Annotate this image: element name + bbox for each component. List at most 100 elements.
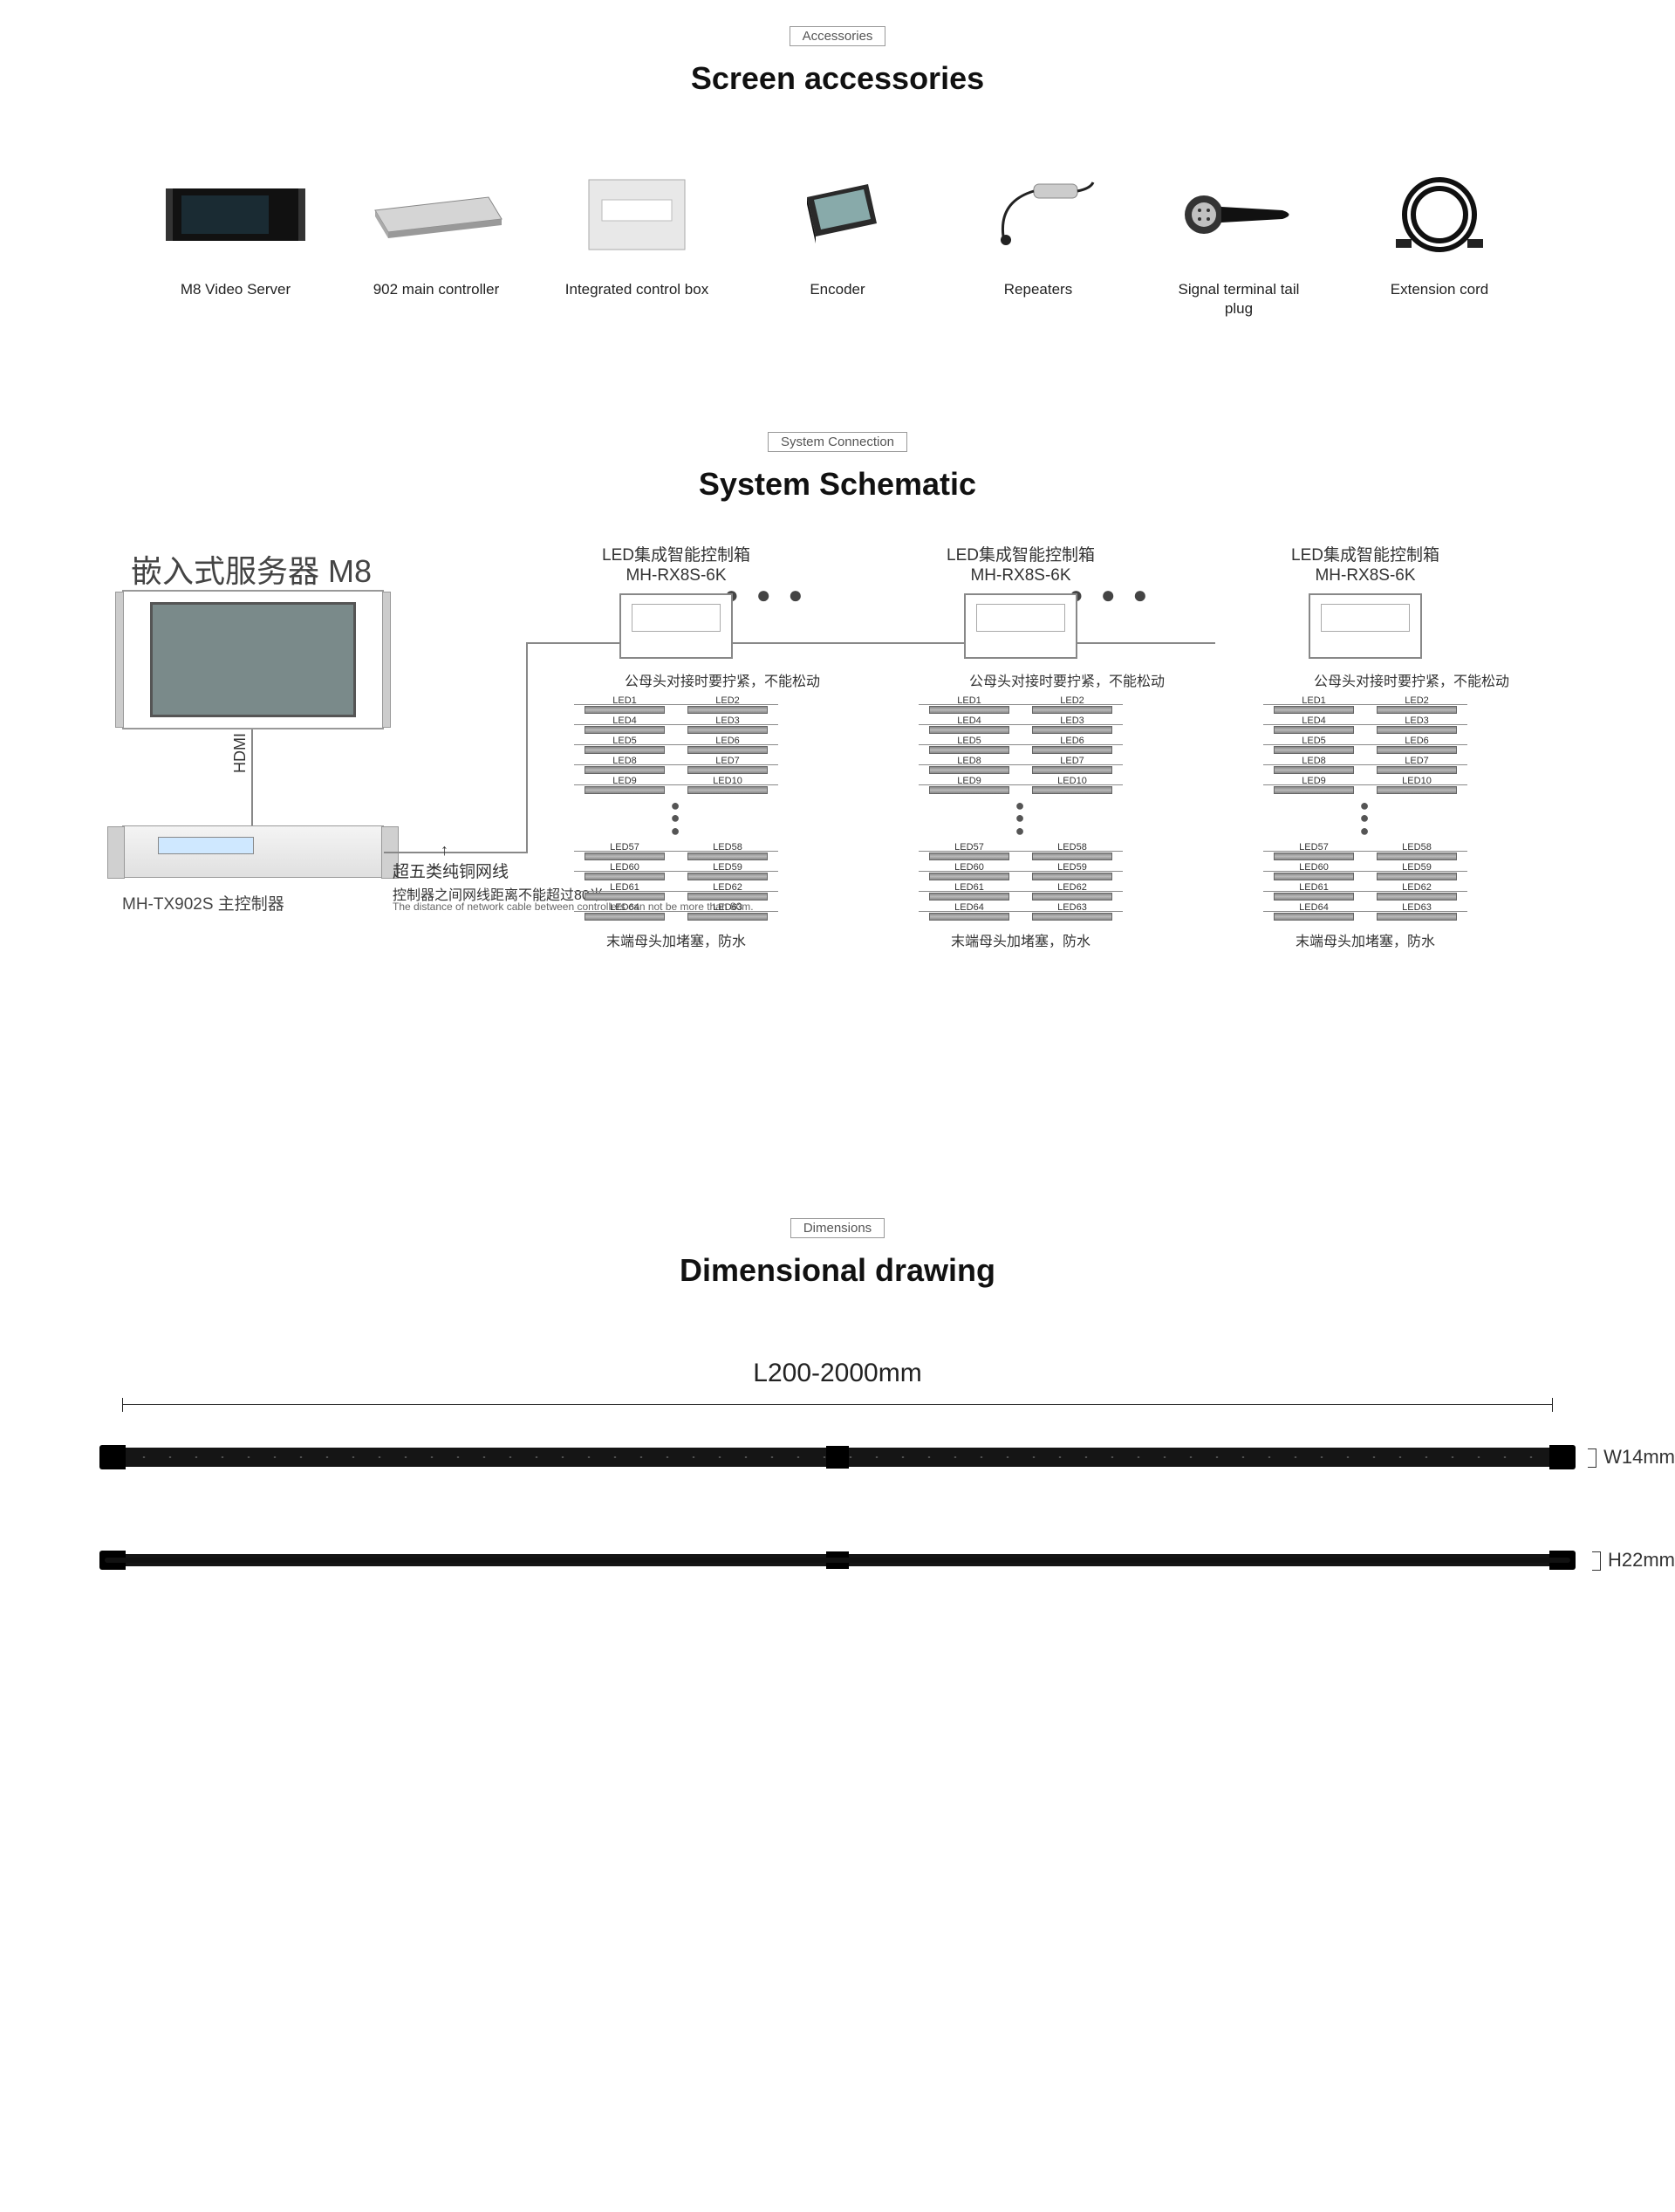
led-cell: LED58 (1377, 842, 1457, 860)
led-row: LED9LED10 (523, 776, 829, 794)
product-image (790, 167, 885, 263)
schematic-section: System Connection System Schematic 嵌入式服务… (0, 406, 1675, 1192)
product-image (366, 167, 506, 263)
led-cell: LED8 (929, 756, 1009, 774)
led-cell: LED63 (1377, 902, 1457, 921)
led-cell: LED59 (1032, 862, 1112, 880)
led-cell: LED61 (585, 882, 665, 901)
acc-extension-cord: Extension cord (1365, 167, 1514, 318)
acc-label: Repeaters (1004, 280, 1072, 299)
led-cell: LED59 (687, 862, 768, 880)
branch-title: LED集成智能控制箱MH-RX8S-6K (868, 546, 1173, 586)
product-image (585, 167, 689, 263)
dimensional-drawing: L200-2000mm W14mm H22mm (105, 1359, 1570, 1566)
led-cell: LED8 (585, 756, 665, 774)
led-cell: LED4 (585, 716, 665, 734)
led-row: LED5 LED6 (1213, 736, 1518, 754)
led-row: LED64LED63 (868, 902, 1173, 921)
end-note: 末端母头加堵塞，防水 (523, 929, 829, 950)
led-cell: LED63 (1032, 902, 1112, 921)
led-rows: LED1LED2LED4LED3LED5LED6LED8LED7LED9LED1… (868, 695, 1173, 921)
led-row: LED5LED6 (523, 736, 829, 754)
led-cell: LED3 (687, 716, 768, 734)
vertical-dots: ● ● ● (523, 799, 829, 837)
led-row: LED1LED2 (1213, 695, 1518, 714)
schematic-title: System Schematic (0, 466, 1675, 503)
led-cell: LED10 (1377, 776, 1457, 794)
product-image (981, 167, 1095, 263)
led-cell: LED9 (1274, 776, 1354, 794)
acc-encoder: Encoder (763, 167, 912, 318)
acc-tail-plug: Signal terminal tail plug (1165, 167, 1313, 318)
tight-note: 公母头对接时要拧紧，不能松动 (1213, 669, 1518, 690)
control-box-icon (1309, 593, 1422, 659)
schematic-badge: System Connection (768, 432, 907, 452)
led-rows: LED1LED2 LED4 LED3 LED5LED6 LED8 LED7 LED9LED1… (523, 695, 829, 921)
led-row: LED4LED3 (868, 716, 1173, 734)
led-row: LED8 LED7 (523, 756, 829, 774)
led-cell: LED60 (929, 862, 1009, 880)
accessories-title: Screen accessories (0, 60, 1675, 97)
acc-label: Encoder (810, 280, 865, 299)
led-cell: LED57 (585, 842, 665, 860)
led-rows: LED1LED2 LED4LED3 LED5 LED6 LED8LED7 LED9 LED1… (1213, 695, 1518, 921)
led-row: LED9 LED10 (1213, 776, 1518, 794)
led-row: LED8LED7 (1213, 756, 1518, 774)
vertical-dots: ● ● ● (868, 799, 1173, 837)
length-label: L200-2000mm (105, 1359, 1570, 1388)
m8-server-box (122, 590, 384, 729)
branch-3: LED集成智能控制箱MH-RX8S-6K公母头对接时要拧紧，不能松动LED1LE… (1213, 546, 1518, 950)
led-cell: LED1 (1274, 695, 1354, 714)
vertical-dots: ● ● ● (1213, 799, 1518, 837)
led-cell: LED9 (585, 776, 665, 794)
led-cell: LED57 (929, 842, 1009, 860)
acc-902-controller: 902 main controller (362, 167, 510, 318)
dimensions-title: Dimensional drawing (0, 1252, 1675, 1289)
acc-repeaters: Repeaters (964, 167, 1112, 318)
led-cell: LED57 (1274, 842, 1354, 860)
branch-1: LED集成智能控制箱MH-RX8S-6K公母头对接时要拧紧，不能松动LED1LE… (523, 546, 829, 950)
led-cell: LED3 (1377, 716, 1457, 734)
led-row: LED57 LED58 (523, 842, 829, 860)
accessories-section: Accessories Screen accessories M8 Video … (0, 0, 1675, 406)
strip-side-view: H22mm (105, 1554, 1570, 1566)
led-cell: LED2 (1032, 695, 1112, 714)
led-cell: LED7 (687, 756, 768, 774)
acc-label: Extension cord (1391, 280, 1488, 299)
led-row: LED61LED62 (868, 882, 1173, 901)
led-row: LED61LED62 (523, 882, 829, 901)
acc-label: Signal terminal tail plug (1165, 280, 1313, 318)
server-title: 嵌入式服务器 M8 (131, 546, 372, 592)
led-row: LED5LED6 (868, 736, 1173, 754)
controller-label: MH-TX902S 主控制器 (122, 891, 284, 914)
led-cell: LED5 (929, 736, 1009, 754)
led-cell: LED6 (1377, 736, 1457, 754)
accessories-row: M8 Video Server 902 main controller Inte… (0, 167, 1675, 318)
acc-label: 902 main controller (373, 280, 500, 299)
length-ruler (122, 1404, 1553, 1421)
led-cell: LED61 (1274, 882, 1354, 901)
width-label: W14mm (1588, 1446, 1675, 1469)
led-cell: LED10 (1032, 776, 1112, 794)
led-cell: LED2 (687, 695, 768, 714)
tight-note: 公母头对接时要拧紧，不能松动 (868, 669, 1173, 690)
led-cell: LED63 (687, 902, 768, 921)
led-cell: LED58 (687, 842, 768, 860)
branch-2: LED集成智能控制箱MH-RX8S-6K公母头对接时要拧紧，不能松动LED1LE… (868, 546, 1173, 950)
strip-top-view: W14mm (105, 1448, 1570, 1467)
controller-902-box (122, 825, 384, 878)
led-row: LED61LED62 (1213, 882, 1518, 901)
led-row: LED1LED2 (523, 695, 829, 714)
led-cell: LED7 (1377, 756, 1457, 774)
dimensions-badge: Dimensions (790, 1218, 885, 1238)
product-image (1383, 167, 1496, 263)
arrow-icon: ↑ (441, 841, 448, 859)
led-row: LED57LED58 (868, 842, 1173, 860)
led-cell: LED4 (929, 716, 1009, 734)
led-cell: LED5 (1274, 736, 1354, 754)
end-note: 末端母头加堵塞，防水 (1213, 929, 1518, 950)
hdmi-label: HDMI (231, 733, 250, 773)
led-cell: LED64 (1274, 902, 1354, 921)
led-row: LED4LED3 (1213, 716, 1518, 734)
led-cell: LED60 (585, 862, 665, 880)
